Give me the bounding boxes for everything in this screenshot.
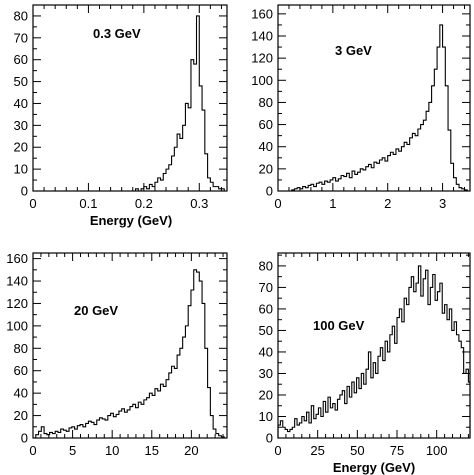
y-tick-label: 0 [266,431,273,446]
x-tick-label: 100 [426,443,448,458]
y-tick-label: 20 [14,140,28,155]
y-tick-label: 80 [259,95,273,110]
y-tick-label: 0 [21,184,28,199]
histogram-panel-2: 0 1 2 3 0 20 40 60 80 100 120 140 160 3 GeV [251,4,471,211]
y-tick-label: 80 [14,8,28,23]
y-tick-label: 160 [6,251,28,266]
x-tick-label: 0.2 [135,196,153,211]
x-tick-label: 5 [69,443,76,458]
y-tick-label: 140 [251,29,273,44]
plot-frame [32,252,228,439]
x-axis-label: Energy (GeV) [90,213,172,228]
y-tick-label: 80 [259,258,273,273]
x-tick-label: 75 [390,443,404,458]
histogram-series [33,269,227,439]
histogram-panel-1: 0 0.1 0.2 0.3 0 10 20 30 40 50 60 70 80 0.3 GeV Energy… [14,4,228,228]
y-tick-label: 60 [14,52,28,67]
y-tick-label: 120 [6,296,28,311]
y-tick-label: 100 [6,318,28,333]
panel-energy-label: 0.3 GeV [93,26,141,41]
x-tick-label: 0 [29,196,36,211]
panel-energy-label: 3 GeV [335,43,372,58]
y-tick-label: 10 [14,162,28,177]
x-tick-label: 2 [384,196,391,211]
y-tick-label: 30 [14,118,28,133]
x-tick-label: 0 [274,443,281,458]
y-tick-label: 60 [14,363,28,378]
y-tick-label: 70 [14,30,28,45]
y-tick-label: 140 [6,274,28,289]
y-tick-label: 10 [259,409,273,424]
y-tick-label: 70 [259,280,273,295]
x-tick-label: 0 [274,196,281,211]
x-tick-label: 1 [329,196,336,211]
y-tick-label: 20 [259,387,273,402]
x-tick-label: 50 [350,443,364,458]
histogram-series [277,265,471,438]
x-tick-label: 0 [29,443,36,458]
y-tick-label: 160 [251,6,273,21]
y-tick-label: 80 [14,341,28,356]
y-tick-label: 50 [259,323,273,338]
x-tick-label: 25 [310,443,324,458]
y-tick-label: 20 [259,161,273,176]
y-tick-label: 40 [14,96,28,111]
plot-frame [277,252,471,439]
x-tick-label: 15 [145,443,159,458]
x-tick-label: 3 [439,196,446,211]
y-tick-label: 100 [251,73,273,88]
y-tick-label: 60 [259,117,273,132]
y-tick-label: 0 [21,431,28,446]
panel-energy-label: 100 GeV [313,318,365,333]
panel-energy-label: 20 GeV [74,303,118,318]
histogram-series [288,24,470,192]
x-axis-label: Energy (GeV) [333,460,415,475]
plot-frame [32,4,228,192]
histogram-panel-4: 0 25 50 75 100 0 10 20 30 40 50 60 70 80 100 GeV Energy… [259,252,471,475]
y-tick-label: 120 [251,51,273,66]
y-tick-label: 40 [14,386,28,401]
plot-frame [277,4,471,192]
histogram-series [132,15,227,192]
y-tick-label: 40 [259,344,273,359]
x-tick-label: 10 [105,443,119,458]
x-tick-label: 20 [184,443,198,458]
y-tick-label: 0 [266,184,273,199]
x-tick-label: 0.3 [190,196,208,211]
y-tick-label: 40 [259,139,273,154]
histogram-panel-3: 0 5 10 15 20 0 20 40 60 80 100 120 140 160 20 GeV [6,251,228,458]
x-tick-label: 0.1 [79,196,97,211]
y-tick-label: 30 [259,366,273,381]
y-tick-label: 60 [259,301,273,316]
y-tick-label: 20 [14,408,28,423]
y-tick-label: 50 [14,74,28,89]
